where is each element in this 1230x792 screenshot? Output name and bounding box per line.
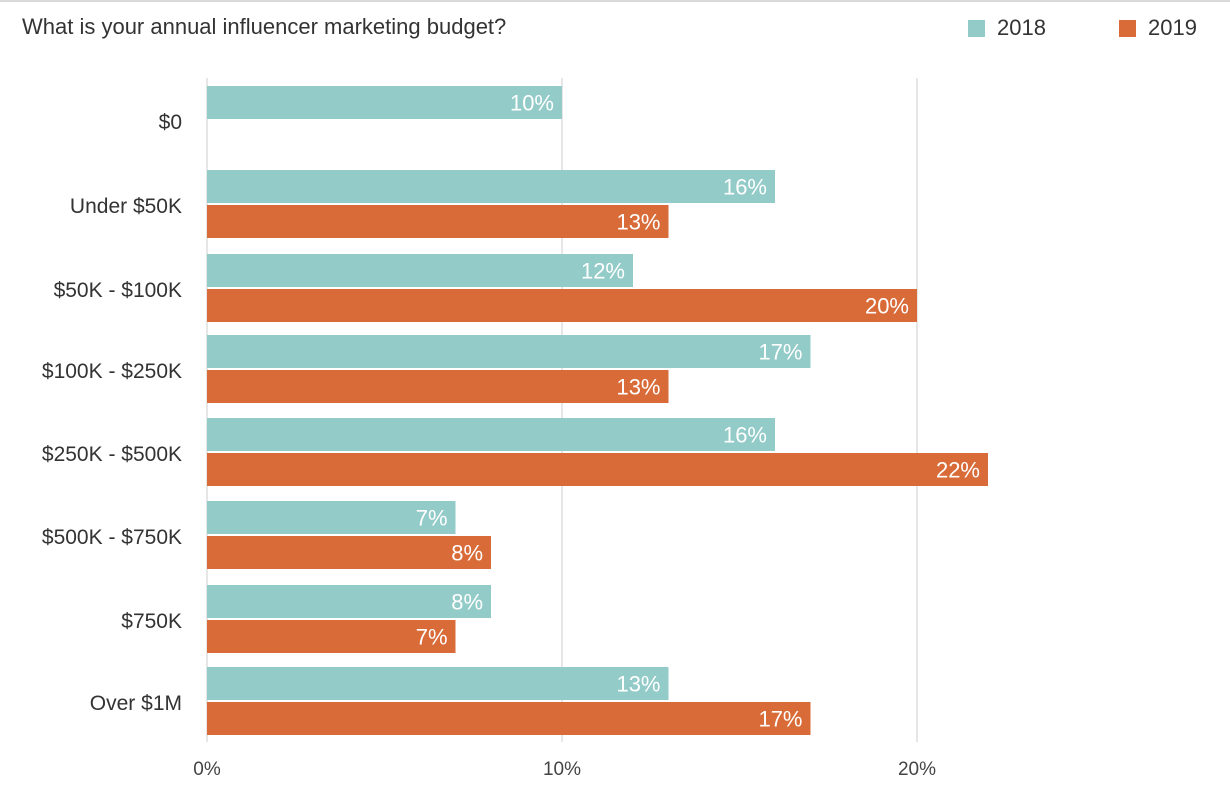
- bar-value-label: 10%: [510, 91, 554, 116]
- bar-2018: [207, 501, 456, 534]
- category-label: $0: [159, 111, 182, 134]
- bar-value-label: 20%: [865, 294, 909, 319]
- legend-item-2018[interactable]: 2018: [968, 14, 1046, 42]
- bar-value-label: 16%: [723, 175, 767, 200]
- bar-value-label: 8%: [451, 541, 483, 566]
- bar-value-label: 17%: [758, 707, 802, 732]
- bar-2018: [207, 254, 633, 287]
- bar-value-label: 13%: [616, 375, 660, 400]
- bar-2018: [207, 86, 562, 119]
- top-divider: [0, 0, 1230, 2]
- category-label: $750K: [121, 610, 182, 633]
- bar-2018: [207, 418, 775, 451]
- category-label: $500K - $750K: [42, 526, 182, 549]
- bar-2019: [207, 370, 669, 403]
- bar-value-label: 22%: [936, 458, 980, 483]
- bar-2018: [207, 667, 669, 700]
- category-label: $100K - $250K: [42, 360, 182, 383]
- bar-2019: [207, 702, 811, 735]
- bar-value-label: 7%: [416, 506, 448, 531]
- bar-2019: [207, 453, 988, 486]
- bar-value-label: 12%: [581, 259, 625, 284]
- legend-swatch-2018: [968, 19, 985, 37]
- chart-title: What is your annual influencer marketing…: [22, 14, 507, 39]
- legend-label-2018: 2018: [997, 15, 1046, 40]
- bar-value-label: 7%: [416, 625, 448, 650]
- bar-value-label: 13%: [616, 210, 660, 235]
- bar-value-label: 16%: [723, 423, 767, 448]
- legend-item-2019[interactable]: 2019: [1119, 14, 1197, 42]
- bar-2019: [207, 536, 491, 569]
- bar-value-label: 13%: [616, 672, 660, 697]
- bar-value-label: 17%: [758, 340, 802, 365]
- category-label: Over $1M: [90, 692, 182, 715]
- bar-2018: [207, 335, 811, 368]
- category-label: $250K - $500K: [42, 443, 182, 466]
- x-tick-label: 20%: [898, 759, 936, 780]
- x-tick-label: 0%: [193, 759, 221, 780]
- bar-value-label: 8%: [451, 590, 483, 615]
- bar-2019: [207, 289, 917, 322]
- bar-2018: [207, 170, 775, 203]
- bar-2018: [207, 585, 491, 618]
- legend-label-2019: 2019: [1148, 15, 1197, 40]
- category-label: Under $50K: [70, 195, 182, 218]
- bar-2019: [207, 205, 669, 238]
- x-tick-label: 10%: [543, 759, 581, 780]
- legend-swatch-2019: [1119, 19, 1136, 37]
- bar-2019: [207, 620, 456, 653]
- category-label: $50K - $100K: [54, 279, 182, 302]
